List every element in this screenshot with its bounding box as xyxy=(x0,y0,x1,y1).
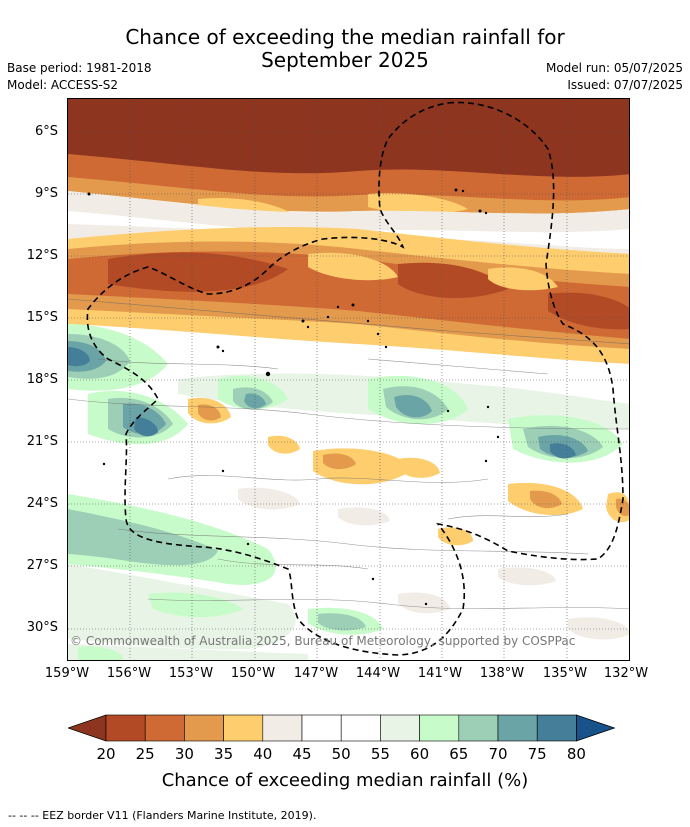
colorbar-tick-label: 20 xyxy=(96,745,116,763)
copyright-notice: © Commonwealth of Australia 2025, Bureau… xyxy=(70,634,576,648)
band-mid-brown-1 xyxy=(108,252,288,292)
colorbar-segment xyxy=(184,714,224,742)
beige-patch-s2 xyxy=(338,507,390,526)
lat-tick-12s: 12°S xyxy=(26,248,58,263)
band-mid-yellow-patch-2 xyxy=(488,267,558,291)
colorbar-tick-label: 50 xyxy=(331,745,351,763)
colorbar xyxy=(68,714,616,742)
colorbar-tick-label: 60 xyxy=(410,745,430,763)
orange-patch-se xyxy=(616,498,629,516)
orange-patch-s1 xyxy=(198,404,221,421)
colorbar-segment xyxy=(497,714,538,742)
gridlines xyxy=(68,99,629,660)
colorbar-tick-label: 45 xyxy=(292,745,312,763)
lat-tick-21s: 21°S xyxy=(26,434,58,449)
lat-tick-9s: 9°S xyxy=(34,186,58,201)
colorbar-extend-high xyxy=(575,714,616,742)
base-period: Base period: 1981-2018 xyxy=(7,61,152,75)
lon-tick-156w: 156°W xyxy=(106,666,152,681)
teal-south-center xyxy=(318,613,366,631)
band-north-yellow-2 xyxy=(368,193,468,215)
orange-patch-s2 xyxy=(323,453,356,470)
colorbar-tick-label: 40 xyxy=(253,745,273,763)
colorbar-title: Chance of exceeding median rainfall (%) xyxy=(161,770,529,791)
colorbar-segment xyxy=(340,714,381,742)
band-mid-yellow-patch-1 xyxy=(308,252,398,281)
colorbar-tick-label: 25 xyxy=(135,745,155,763)
lat-tick-30s: 30°S xyxy=(26,620,58,635)
lon-tick-135w: 135°W xyxy=(542,666,588,681)
yellow-patch-s4 xyxy=(398,457,440,478)
colorbar-segment xyxy=(419,714,460,742)
lat-tick-15s: 15°S xyxy=(26,310,58,325)
colorbar-tick-label: 80 xyxy=(566,745,586,763)
colorbar-segment xyxy=(536,714,577,742)
lon-tick-159w: 159°W xyxy=(44,666,90,681)
lat-tick-6s: 6°S xyxy=(34,124,58,139)
band-north-orange xyxy=(68,154,629,203)
colorbar-segment xyxy=(262,714,303,742)
lightgreen-south-bottom xyxy=(68,644,308,660)
colorbar-segment xyxy=(144,714,185,742)
colorbar-tick-label: 35 xyxy=(214,745,234,763)
model-run: Model run: 05/07/2025 xyxy=(545,61,683,75)
rainfall-map xyxy=(67,98,630,661)
colorbar-tick-label: 70 xyxy=(488,745,508,763)
colorbar-tick-label: 30 xyxy=(174,745,194,763)
colorbar-segment xyxy=(105,714,146,742)
map-title-line1: Chance of exceeding the median rainfall … xyxy=(125,25,565,49)
band-north-beige xyxy=(68,191,629,233)
teal-southwest xyxy=(68,509,218,566)
darkteal-center-1 xyxy=(244,393,266,409)
colorbar-tick-label: 75 xyxy=(527,745,547,763)
yellow-patch-s6 xyxy=(438,527,473,546)
colorbar-segment xyxy=(458,714,499,742)
model-name: Model: ACCESS-S2 xyxy=(7,78,119,92)
lon-tick-141w: 141°W xyxy=(417,666,463,681)
colorbar-segment xyxy=(301,714,342,742)
colorbar-segment xyxy=(380,714,420,742)
blue-west-2 xyxy=(134,417,158,437)
contour-lines xyxy=(68,298,629,610)
green-southwest-2 xyxy=(148,592,243,618)
lon-tick-147w: 147°W xyxy=(293,666,339,681)
band-mid-brown-2 xyxy=(398,262,508,299)
lon-tick-153w: 153°W xyxy=(168,666,214,681)
band-mid-brown-3 xyxy=(548,292,629,330)
eez-footnote: -- -- -- EEZ border V11 (Flanders Marine… xyxy=(8,809,317,822)
map-title-line2: September 2025 xyxy=(261,48,429,72)
lon-tick-144w: 144°W xyxy=(355,666,401,681)
blue-west-1 xyxy=(68,347,90,367)
beige-patch-s3 xyxy=(498,567,556,586)
yellow-patch-s3 xyxy=(268,435,300,454)
issued-date: Issued: 07/07/2025 xyxy=(567,78,683,92)
green-bottom-left xyxy=(78,646,123,660)
lon-tick-132w: 132°W xyxy=(603,666,649,681)
lon-tick-138w: 138°W xyxy=(479,666,525,681)
band-north-dark xyxy=(68,99,629,182)
islands xyxy=(87,188,500,606)
beige-patch-s5 xyxy=(568,617,629,640)
rainfall-map-svg xyxy=(68,99,629,660)
lon-tick-150w: 150°W xyxy=(230,666,276,681)
blue-east-1 xyxy=(550,443,576,459)
darkteal-center-2 xyxy=(394,394,432,418)
colorbar-extend-low xyxy=(68,714,107,742)
colorbar-tick-label: 65 xyxy=(449,745,469,763)
lat-tick-18s: 18°S xyxy=(26,372,58,387)
colorbar-segment xyxy=(223,714,264,742)
colorbar-tick-label: 55 xyxy=(370,745,390,763)
lat-tick-24s: 24°S xyxy=(26,496,58,511)
lat-tick-27s: 27°S xyxy=(26,558,58,573)
